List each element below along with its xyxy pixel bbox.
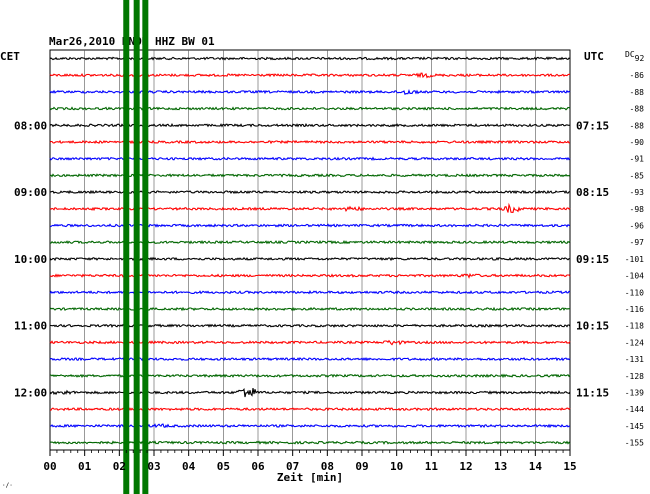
x-axis-label: Zeit [min] xyxy=(277,471,343,484)
dc-offset-label: -118 xyxy=(625,322,644,331)
dc-header-label: DC92 xyxy=(625,50,644,63)
dc-offset-label: -88 xyxy=(630,105,645,114)
left-time-label: 10:00 xyxy=(14,253,47,266)
dc-offset-label: -144 xyxy=(625,405,644,414)
x-tick-label: 00 xyxy=(43,460,56,473)
marker-line-0 xyxy=(123,0,130,494)
dc-offset-label: -110 xyxy=(625,288,644,297)
dc-offset-label: -116 xyxy=(625,305,644,314)
dc-label: DC xyxy=(625,50,635,59)
minute-gridlines xyxy=(84,50,536,450)
x-tick-label: 11 xyxy=(425,460,439,473)
dc-offset-label: -98 xyxy=(630,205,645,214)
x-tick-label: 15 xyxy=(563,460,576,473)
right-time-label: 09:15 xyxy=(576,253,609,266)
dc-offset-label: -124 xyxy=(625,338,644,347)
dc-offset-label: -90 xyxy=(630,138,645,147)
x-tick-label: 02 xyxy=(113,460,126,473)
x-tick-label: 04 xyxy=(182,460,196,473)
dc-offset-label: -88 xyxy=(630,121,645,130)
dc-offset-label: -93 xyxy=(630,188,645,197)
dc-offset-label: -85 xyxy=(630,171,645,180)
x-tick-label: 14 xyxy=(529,460,543,473)
dc-offset-label: -131 xyxy=(625,355,644,364)
corner-mark: ·/· xyxy=(2,482,13,489)
left-time-labels: 08:00 09:00 10:00 11:00 12:00 xyxy=(14,119,47,399)
right-time-label: 08:15 xyxy=(576,186,609,199)
dc-offset-label: -96 xyxy=(630,222,645,231)
x-axis-ticks: 00 01 02 03 04 05 06 07 08 09 10 11 12 13 14 15 xyxy=(43,450,577,473)
left-time-label: 08:00 xyxy=(14,119,47,132)
x-tick-label: 10 xyxy=(390,460,403,473)
x-tick-label: 13 xyxy=(494,460,507,473)
left-timezone-label: CET xyxy=(0,50,20,63)
left-time-label: 12:00 xyxy=(14,387,47,400)
dc-offset-label: -155 xyxy=(625,439,644,448)
x-tick-label: 05 xyxy=(217,460,230,473)
plot-frame xyxy=(49,49,571,451)
right-time-label: 07:15 xyxy=(576,119,609,132)
x-tick-label: 08 xyxy=(321,460,334,473)
x-tick-label: 12 xyxy=(459,460,472,473)
green-markers xyxy=(123,0,149,494)
x-tick-label: 07 xyxy=(286,460,299,473)
dc-offset-label: -139 xyxy=(625,389,644,398)
marker-line-1 xyxy=(133,0,140,494)
left-time-label: 11:00 xyxy=(14,320,47,333)
x-tick-label: 06 xyxy=(251,460,265,473)
dc-offset-labels: -86 -88 -88 -88 -90 -91 -85 -93 -98 -96 -97 -101 -10… xyxy=(625,71,644,447)
dc-offset-label: -88 xyxy=(630,88,645,97)
x-tick-label: 01 xyxy=(78,460,92,473)
x-tick-label: 03 xyxy=(147,460,160,473)
right-timezone-label: UTC xyxy=(584,50,604,63)
dc-first-value: 92 xyxy=(635,54,645,63)
right-time-label: 10:15 xyxy=(576,320,609,333)
left-time-label: 09:00 xyxy=(14,186,47,199)
x-tick-label: 09 xyxy=(355,460,368,473)
dc-offset-label: -145 xyxy=(625,422,644,431)
marker-line-2 xyxy=(142,0,149,494)
dc-offset-label: -86 xyxy=(630,71,645,80)
right-time-labels: 07:15 08:15 09:15 10:15 11:15 xyxy=(576,119,609,399)
dc-offset-label: -101 xyxy=(625,255,644,264)
dc-offset-label: -97 xyxy=(630,238,645,247)
dc-offset-label: -104 xyxy=(625,272,644,281)
dc-offset-label: -91 xyxy=(630,155,645,164)
plot-title: Mar26,2010 RNON HHZ BW 01 xyxy=(49,35,215,48)
dc-offset-label: -128 xyxy=(625,372,644,381)
right-time-label: 11:15 xyxy=(576,387,609,400)
